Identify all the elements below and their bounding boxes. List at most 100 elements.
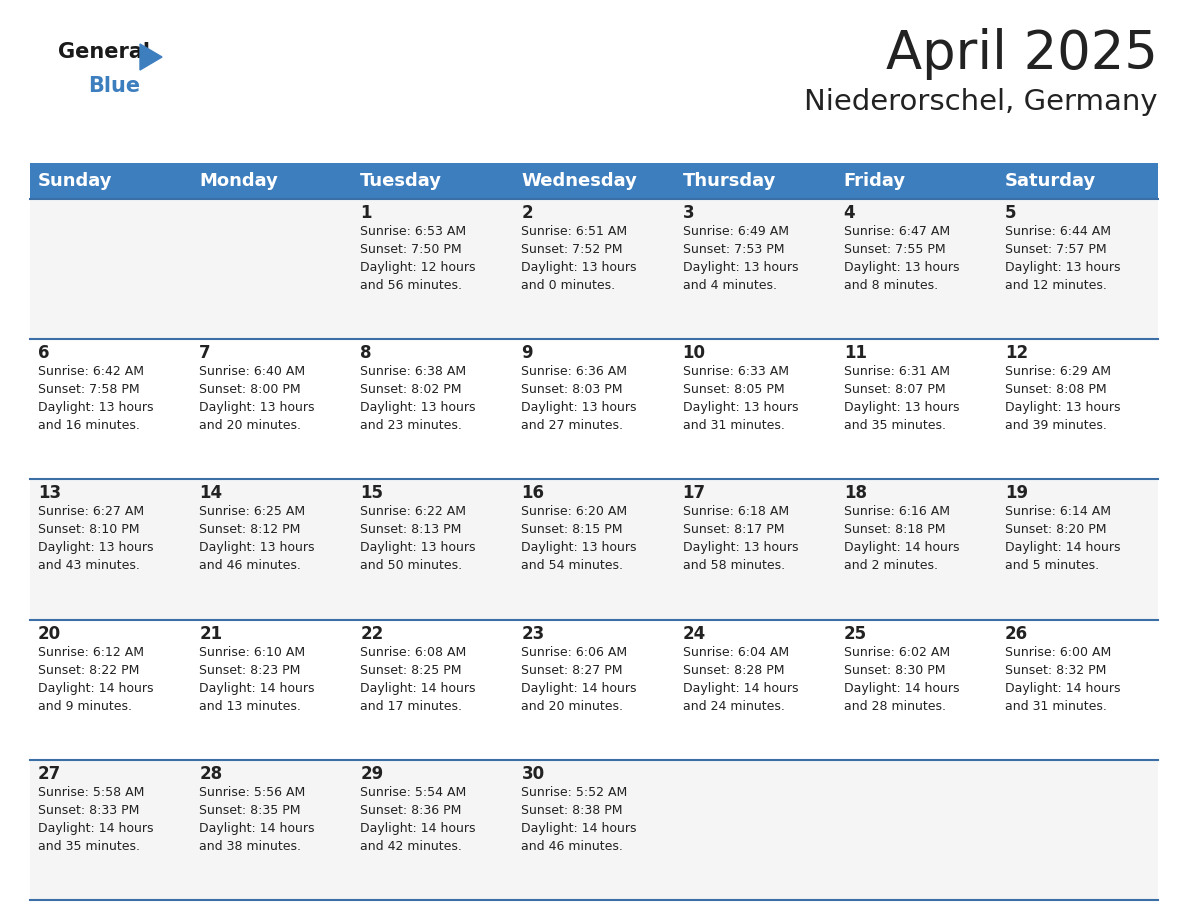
Bar xyxy=(835,339,997,479)
Bar xyxy=(675,479,835,620)
Bar xyxy=(353,760,513,900)
Bar xyxy=(353,163,513,199)
Text: Sunset: 7:52 PM: Sunset: 7:52 PM xyxy=(522,243,623,256)
Bar xyxy=(513,479,675,620)
Text: Sunset: 8:10 PM: Sunset: 8:10 PM xyxy=(38,523,139,536)
Text: and 2 minutes.: and 2 minutes. xyxy=(843,559,937,573)
Text: Sunset: 8:05 PM: Sunset: 8:05 PM xyxy=(683,383,784,397)
Text: and 23 minutes.: and 23 minutes. xyxy=(360,420,462,432)
Text: Daylight: 13 hours: Daylight: 13 hours xyxy=(522,401,637,414)
Text: Sunset: 8:22 PM: Sunset: 8:22 PM xyxy=(38,664,139,677)
Bar xyxy=(191,199,353,339)
Text: Daylight: 13 hours: Daylight: 13 hours xyxy=(522,542,637,554)
Text: Sunrise: 6:06 AM: Sunrise: 6:06 AM xyxy=(522,645,627,658)
Text: Daylight: 14 hours: Daylight: 14 hours xyxy=(200,681,315,695)
Bar xyxy=(675,199,835,339)
Text: and 4 minutes.: and 4 minutes. xyxy=(683,279,777,292)
Text: 5: 5 xyxy=(1005,204,1017,222)
Text: Sunrise: 6:12 AM: Sunrise: 6:12 AM xyxy=(38,645,144,658)
Text: Sunrise: 6:38 AM: Sunrise: 6:38 AM xyxy=(360,365,467,378)
Bar xyxy=(997,620,1158,760)
Text: and 28 minutes.: and 28 minutes. xyxy=(843,700,946,712)
Text: Daylight: 14 hours: Daylight: 14 hours xyxy=(38,822,153,834)
Text: April 2025: April 2025 xyxy=(886,28,1158,80)
Text: General: General xyxy=(58,42,150,62)
Bar xyxy=(30,760,191,900)
Text: Sunrise: 6:42 AM: Sunrise: 6:42 AM xyxy=(38,365,144,378)
Text: Daylight: 13 hours: Daylight: 13 hours xyxy=(38,401,153,414)
Text: Sunset: 8:33 PM: Sunset: 8:33 PM xyxy=(38,804,139,817)
Text: 15: 15 xyxy=(360,485,384,502)
Bar xyxy=(30,163,191,199)
Text: 29: 29 xyxy=(360,765,384,783)
Text: and 42 minutes.: and 42 minutes. xyxy=(360,840,462,853)
Text: Daylight: 13 hours: Daylight: 13 hours xyxy=(683,401,798,414)
Text: 23: 23 xyxy=(522,624,544,643)
Text: 27: 27 xyxy=(38,765,62,783)
Text: and 46 minutes.: and 46 minutes. xyxy=(522,840,624,853)
Text: 18: 18 xyxy=(843,485,867,502)
Bar xyxy=(835,760,997,900)
Bar xyxy=(997,199,1158,339)
Text: 2: 2 xyxy=(522,204,533,222)
Text: and 5 minutes.: and 5 minutes. xyxy=(1005,559,1099,573)
Bar xyxy=(675,339,835,479)
Bar xyxy=(513,620,675,760)
Text: Daylight: 14 hours: Daylight: 14 hours xyxy=(683,681,798,695)
Bar xyxy=(997,163,1158,199)
Text: Daylight: 14 hours: Daylight: 14 hours xyxy=(843,542,959,554)
Text: Daylight: 12 hours: Daylight: 12 hours xyxy=(360,261,475,274)
Text: 30: 30 xyxy=(522,765,544,783)
Text: Daylight: 13 hours: Daylight: 13 hours xyxy=(360,401,475,414)
Text: and 17 minutes.: and 17 minutes. xyxy=(360,700,462,712)
Text: Daylight: 13 hours: Daylight: 13 hours xyxy=(38,542,153,554)
Bar xyxy=(997,339,1158,479)
Bar xyxy=(353,620,513,760)
Text: 28: 28 xyxy=(200,765,222,783)
Text: Tuesday: Tuesday xyxy=(360,172,442,190)
Text: 22: 22 xyxy=(360,624,384,643)
Text: Daylight: 14 hours: Daylight: 14 hours xyxy=(522,681,637,695)
Text: Sunset: 8:08 PM: Sunset: 8:08 PM xyxy=(1005,383,1106,397)
Text: Daylight: 13 hours: Daylight: 13 hours xyxy=(1005,401,1120,414)
Text: 8: 8 xyxy=(360,344,372,363)
Text: 6: 6 xyxy=(38,344,50,363)
Bar xyxy=(191,760,353,900)
Text: Friday: Friday xyxy=(843,172,905,190)
Text: 12: 12 xyxy=(1005,344,1028,363)
Text: 16: 16 xyxy=(522,485,544,502)
Bar xyxy=(353,199,513,339)
Text: Daylight: 13 hours: Daylight: 13 hours xyxy=(683,261,798,274)
Text: Sunrise: 6:08 AM: Sunrise: 6:08 AM xyxy=(360,645,467,658)
Bar xyxy=(513,760,675,900)
Text: and 43 minutes.: and 43 minutes. xyxy=(38,559,140,573)
Text: Sunrise: 5:54 AM: Sunrise: 5:54 AM xyxy=(360,786,467,799)
Text: Sunset: 8:13 PM: Sunset: 8:13 PM xyxy=(360,523,462,536)
Text: Sunrise: 6:27 AM: Sunrise: 6:27 AM xyxy=(38,506,144,519)
Text: Sunset: 7:50 PM: Sunset: 7:50 PM xyxy=(360,243,462,256)
Bar xyxy=(353,479,513,620)
Text: 11: 11 xyxy=(843,344,867,363)
Text: 24: 24 xyxy=(683,624,706,643)
Bar xyxy=(191,339,353,479)
Text: Sunrise: 6:20 AM: Sunrise: 6:20 AM xyxy=(522,506,627,519)
Text: and 31 minutes.: and 31 minutes. xyxy=(683,420,784,432)
Text: Daylight: 13 hours: Daylight: 13 hours xyxy=(1005,261,1120,274)
Bar xyxy=(353,339,513,479)
Text: Sunset: 7:55 PM: Sunset: 7:55 PM xyxy=(843,243,946,256)
Text: Sunrise: 6:47 AM: Sunrise: 6:47 AM xyxy=(843,225,950,238)
Text: Saturday: Saturday xyxy=(1005,172,1097,190)
Text: 1: 1 xyxy=(360,204,372,222)
Text: Sunrise: 6:22 AM: Sunrise: 6:22 AM xyxy=(360,506,466,519)
Text: Sunset: 8:27 PM: Sunset: 8:27 PM xyxy=(522,664,623,677)
Text: 25: 25 xyxy=(843,624,867,643)
Text: and 27 minutes.: and 27 minutes. xyxy=(522,420,624,432)
Text: Daylight: 14 hours: Daylight: 14 hours xyxy=(200,822,315,834)
Text: Sunset: 8:20 PM: Sunset: 8:20 PM xyxy=(1005,523,1106,536)
Text: Sunrise: 6:33 AM: Sunrise: 6:33 AM xyxy=(683,365,789,378)
Text: Daylight: 13 hours: Daylight: 13 hours xyxy=(522,261,637,274)
Text: Sunset: 7:58 PM: Sunset: 7:58 PM xyxy=(38,383,140,397)
Text: Sunset: 8:36 PM: Sunset: 8:36 PM xyxy=(360,804,462,817)
Text: 13: 13 xyxy=(38,485,61,502)
Text: Daylight: 14 hours: Daylight: 14 hours xyxy=(522,822,637,834)
